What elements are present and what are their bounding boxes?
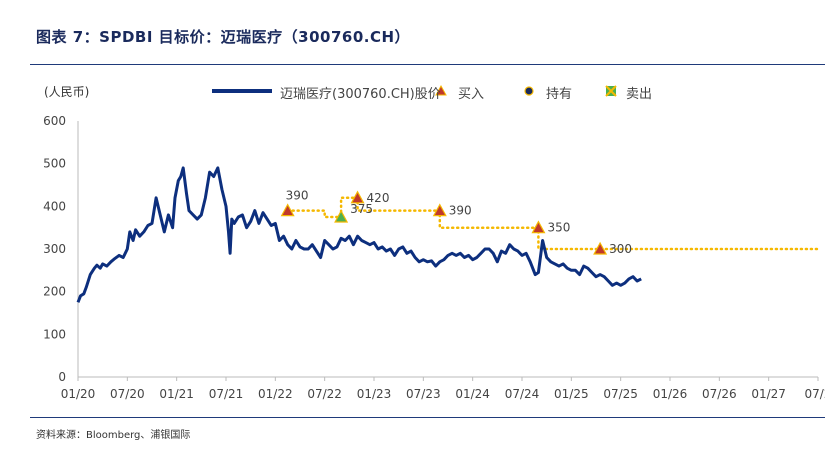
- legend-sell-label: 卖出: [626, 87, 653, 102]
- legend-buy-triangle-icon: [435, 84, 447, 96]
- target-price-label: 300: [609, 242, 632, 256]
- x-tick-label: 07/25: [603, 387, 638, 401]
- target-price-label: 420: [367, 191, 390, 205]
- legend-sell-cross-b: [605, 85, 617, 97]
- legend-hold-label: 持有: [546, 87, 573, 102]
- x-tick-label: 01/22: [258, 387, 293, 401]
- price-series-line: [76, 166, 642, 303]
- x-tick-label: 01/20: [61, 387, 96, 401]
- y-tick-label: 100: [43, 327, 66, 341]
- legend-buy-label: 买入: [458, 87, 485, 102]
- top-divider: [30, 64, 825, 65]
- y-tick-label: 400: [43, 199, 66, 213]
- x-tick-label: 07/23: [406, 387, 441, 401]
- buy-marker: [350, 190, 365, 204]
- y-unit-label: (人民币): [44, 85, 90, 99]
- x-tick-label: 01/26: [653, 387, 688, 401]
- chart-legend: 迈瑞医疗(300760.CH)股价 买入 持有 卖出: [0, 78, 825, 104]
- x-tick-label: 01/23: [357, 387, 392, 401]
- x-tick-label: 07/2: [805, 387, 825, 401]
- legend-hold-dot-icon: [524, 86, 534, 96]
- figure-title: 图表 7：SPDBI 目标价：迈瑞医疗（300760.CH）: [36, 28, 411, 46]
- x-tick-label: 07/26: [702, 387, 737, 401]
- x-tick-label: 07/22: [307, 387, 342, 401]
- target-price-label: 375: [350, 202, 373, 216]
- y-tick-label: 500: [43, 157, 66, 171]
- buy-marker: [593, 241, 608, 255]
- y-tick-label: 600: [43, 114, 66, 128]
- x-tick-label: 01/24: [455, 387, 490, 401]
- sell-marker: [334, 209, 349, 223]
- x-tick-label: 01/27: [751, 387, 786, 401]
- buy-marker: [280, 203, 295, 217]
- x-tick-label: 01/25: [554, 387, 589, 401]
- x-tick-label: 07/20: [110, 387, 145, 401]
- buy-marker: [531, 220, 546, 234]
- x-tick-label: 07/21: [209, 387, 244, 401]
- y-tick-label: 200: [43, 285, 66, 299]
- buy-marker: [432, 203, 447, 217]
- target-price-label: 350: [547, 221, 570, 235]
- target-price-label: 390: [286, 189, 309, 203]
- source-note: 资料来源：Bloomberg、浦银国际: [36, 430, 191, 441]
- legend-price-label: 迈瑞医疗(300760.CH)股价: [280, 87, 441, 102]
- x-tick-label: 07/24: [505, 387, 540, 401]
- legend-glyphs: [212, 84, 617, 97]
- target-price-label: 390: [449, 204, 472, 218]
- bottom-divider: [30, 417, 825, 418]
- y-tick-label: 300: [43, 242, 66, 256]
- x-tick-label: 01/21: [159, 387, 194, 401]
- y-tick-label: 0: [58, 370, 66, 384]
